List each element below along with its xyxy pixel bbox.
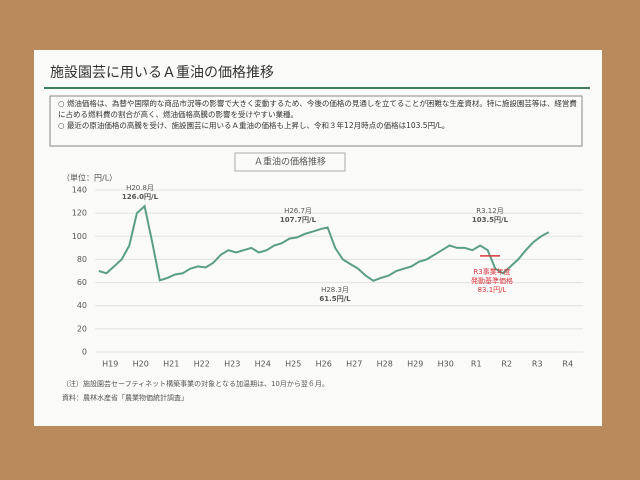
x-tick-label: H27 [346, 360, 362, 369]
annotation: H20.8月 [126, 184, 154, 192]
x-tick-label: H23 [224, 360, 240, 369]
y-tick-label: 100 [72, 232, 87, 241]
y-tick-label: 20 [77, 324, 87, 333]
bullet: ○ 燃油価格は、為替や国際的な商品市況等の影響で大きく変動するため、今後の価格の… [58, 99, 577, 119]
chart-title: Ａ重油の価格推移 [254, 156, 326, 168]
note: （注）施設園芸セーフティネット構築事業の対象となる加温期は、10月から翌６月。 [62, 379, 329, 388]
x-tick-label: H26 [316, 360, 332, 369]
price-line [98, 204, 550, 282]
doc-title: 施設園芸に用いるＡ重油の価格推移 [50, 65, 274, 81]
x-tick-label: H24 [255, 360, 271, 369]
y-tick-label: 80 [77, 255, 87, 264]
x-tick-label: H20 [133, 360, 149, 369]
bullet-text: 最近の原油価格の高騰を受け、施設園芸に用いるＡ重油の価格も上昇し、令和３年12月… [66, 121, 450, 130]
annotation: H28.3月 [321, 286, 349, 294]
x-tick-label: H30 [438, 360, 454, 369]
bullet-box [49, 95, 583, 147]
x-tick-label: H29 [407, 360, 423, 369]
annotation: H26.7月 [284, 207, 312, 215]
x-tick-label: R2 [501, 360, 512, 369]
bullet: ○ 最近の原油価格の高騰を受け、施設園芸に用いるＡ重油の価格も上昇し、令和３年1… [58, 121, 450, 130]
x-tick-label: R3 [532, 360, 543, 369]
annotation: 126.0円/L [122, 193, 159, 201]
paper [34, 50, 602, 426]
y-tick-label: 40 [77, 301, 87, 310]
y-axis-label: （単位：円/L） [62, 173, 117, 183]
chart-title-box [234, 152, 346, 172]
annotation: 103.5円/L [472, 216, 509, 224]
reference-label: 発動基準価格 [471, 276, 513, 285]
x-tick-label: R4 [562, 360, 573, 369]
bullet-text: 燃油価格は、為替や国際的な商品市況等の影響で大きく変動するため、今後の価格の見通… [58, 99, 577, 119]
annotation: 107.7円/L [280, 216, 317, 224]
x-tick-label: H22 [194, 360, 210, 369]
bullets: ○ 燃油価格は、為替や国際的な商品市況等の影響で大きく変動するため、今後の価格の… [58, 99, 577, 130]
x-tick-label: R1 [471, 360, 482, 369]
x-tick-label: H19 [102, 360, 118, 369]
y-tick-label: 0 [82, 348, 87, 357]
y-tick-label: 120 [72, 209, 87, 218]
x-tick-label: H21 [163, 360, 179, 369]
source: 資料：農林水産省「農業物価統計調査」 [62, 393, 188, 402]
x-tick-label: H28 [377, 360, 393, 369]
y-tick-label: 60 [77, 278, 87, 287]
y-tick-label: 140 [72, 186, 87, 195]
x-tick-label: H25 [285, 360, 301, 369]
annotation: 61.5円/L [319, 295, 351, 303]
annotation: R3.12月 [476, 207, 503, 215]
reference-label: R3事業年度 [473, 267, 510, 276]
reference-label: 83.1円/L [478, 286, 507, 294]
